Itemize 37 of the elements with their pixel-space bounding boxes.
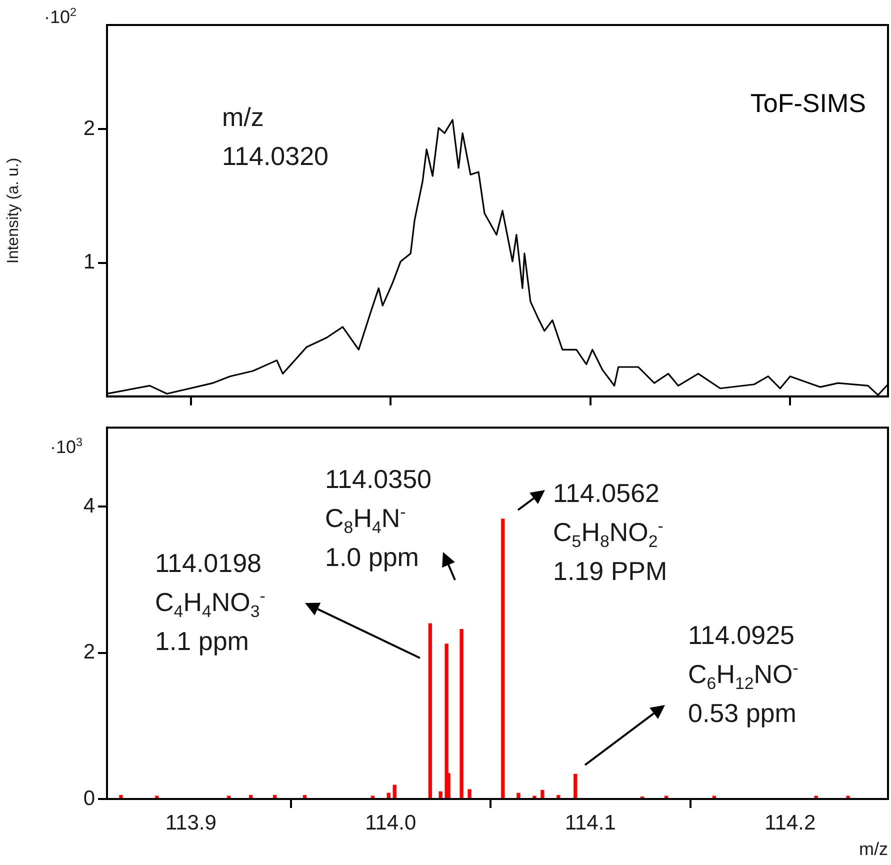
bar bbox=[664, 796, 668, 798]
bar bbox=[814, 796, 818, 798]
bar bbox=[712, 796, 716, 798]
bar bbox=[540, 790, 544, 798]
bar bbox=[438, 791, 442, 798]
bar bbox=[516, 792, 520, 798]
bar bbox=[501, 518, 505, 798]
annotation: m/z 114.0320 bbox=[222, 101, 329, 173]
bar bbox=[460, 629, 464, 798]
bar bbox=[574, 774, 578, 798]
x-tick-label: 114.2 bbox=[764, 811, 816, 834]
bar bbox=[444, 644, 448, 798]
y-tick-label: 2 bbox=[83, 117, 95, 140]
bar bbox=[392, 784, 396, 798]
y-tick-label: 2 bbox=[83, 640, 95, 664]
y-axis-title: Intensity (a. u.) bbox=[5, 158, 22, 264]
bar bbox=[556, 795, 560, 798]
x-axis-title: m/z bbox=[859, 839, 888, 860]
text: ToF-SIMS bbox=[750, 88, 866, 118]
bar bbox=[370, 796, 374, 798]
y-tick-label: 4 bbox=[83, 494, 96, 518]
text: ·10$^{2}$ bbox=[44, 5, 77, 29]
bar bbox=[532, 796, 536, 798]
bar bbox=[428, 623, 432, 798]
bar bbox=[468, 789, 472, 798]
bar bbox=[155, 796, 159, 798]
y-tick-label: 1 bbox=[83, 250, 95, 274]
bar bbox=[119, 795, 123, 798]
x-tick-label: 114.1 bbox=[564, 811, 616, 834]
text: 114.0350 C$_{8}$H$_{4}$N$^{-}$ 1.0 ppm bbox=[325, 464, 432, 572]
x-tick-label: 114.0 bbox=[365, 811, 416, 834]
bar bbox=[227, 796, 231, 798]
x-tick-label: 113.9 bbox=[165, 811, 216, 834]
text: 114.0925 C$_{6}$H$_{12}$NO$^{-}$ 0.53 ppm bbox=[688, 620, 798, 728]
y-tick-label: 0 bbox=[83, 786, 95, 810]
text: ·10$^{3}$ bbox=[50, 435, 83, 459]
bar bbox=[846, 796, 850, 798]
